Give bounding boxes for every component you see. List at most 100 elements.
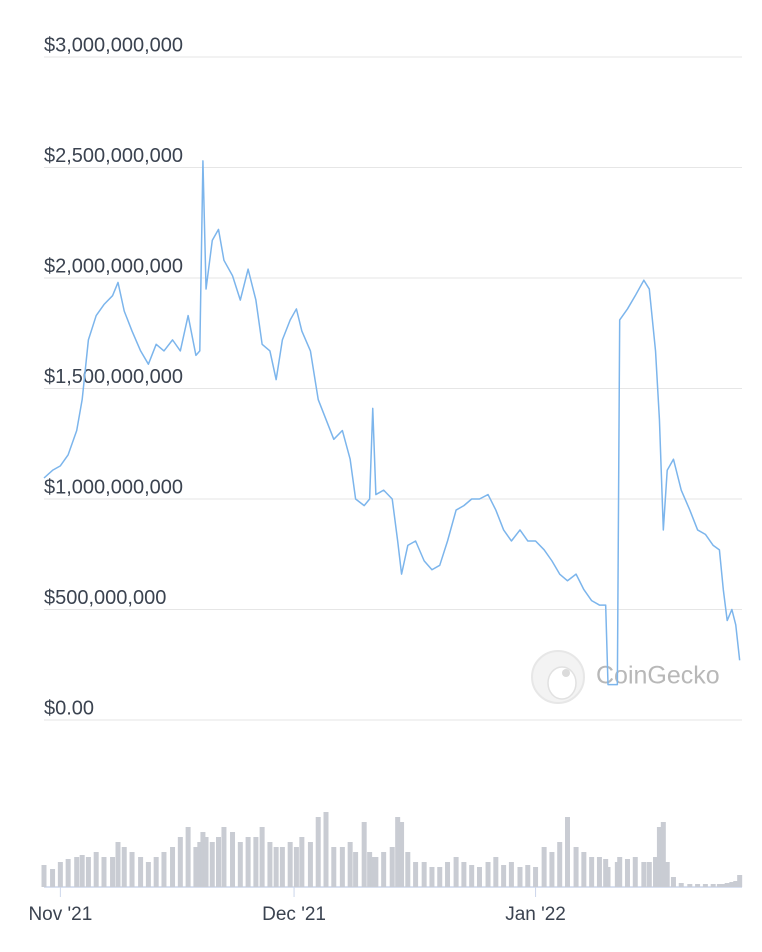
volume-bar <box>93 852 99 887</box>
volume-bar <box>724 883 730 887</box>
volume-bar <box>405 852 411 887</box>
volume-bar <box>65 859 71 887</box>
volume-bar <box>501 865 507 887</box>
volume-bar <box>389 847 395 887</box>
volume-bar <box>145 862 151 887</box>
volume-bar <box>85 857 91 887</box>
volume-bar <box>517 867 523 887</box>
volume-bar <box>678 883 684 887</box>
volume-bar <box>279 847 285 887</box>
volume-bar <box>221 827 227 887</box>
volume-bar <box>101 857 107 887</box>
volume-bar <box>57 862 63 887</box>
volume-bar <box>660 822 666 887</box>
volume-bar <box>421 862 427 887</box>
volume-bar <box>370 857 376 887</box>
volume-bar <box>41 865 47 887</box>
volume-bar <box>687 884 693 887</box>
volume-bar <box>193 847 199 887</box>
y-tick-label: $3,000,000,000 <box>44 34 183 56</box>
y-tick-label: $2,500,000,000 <box>44 145 183 167</box>
volume-bar <box>347 842 353 887</box>
volume-bar <box>710 884 716 887</box>
volume-bar <box>589 857 595 887</box>
y-tick-label: $2,000,000,000 <box>44 255 183 277</box>
x-tick-label: Nov '21 <box>28 904 92 925</box>
y-tick-label: $1,500,000,000 <box>44 366 183 388</box>
volume-bar <box>445 862 451 887</box>
volume-bar <box>315 817 321 887</box>
volume-bar <box>737 875 743 887</box>
volume-bar <box>493 857 499 887</box>
volume-bar <box>200 832 206 887</box>
volume-bar <box>245 837 251 887</box>
volume-bar <box>508 862 514 887</box>
volume-bar <box>161 852 167 887</box>
volume-bar <box>533 867 539 887</box>
volume-bar <box>331 847 337 887</box>
volume-bar <box>733 881 739 887</box>
line-series <box>43 160 741 686</box>
volume-bar <box>565 817 570 887</box>
volume-bar <box>702 884 708 887</box>
volume-bar <box>429 867 435 887</box>
volume-bar <box>230 832 236 887</box>
volume-bar <box>307 842 313 887</box>
volume-bar <box>153 857 159 887</box>
volume-bar <box>557 842 563 887</box>
volume-bar <box>461 862 467 887</box>
volume-bar <box>656 827 662 887</box>
volume-bar <box>720 884 726 887</box>
volume-bar <box>596 857 602 887</box>
volume-bar <box>323 812 329 887</box>
watermark-logo <box>531 650 585 704</box>
volume-bar <box>197 842 203 887</box>
volume-bar <box>361 822 367 887</box>
volume-bar <box>541 847 547 887</box>
volume-bar <box>293 847 299 887</box>
volume-bar <box>605 867 611 887</box>
volume-bar <box>373 857 379 887</box>
volume-bar <box>287 842 293 887</box>
volume-bar <box>573 847 579 887</box>
volume-bar <box>185 827 191 887</box>
x-tick-label: Jan '22 <box>505 904 566 925</box>
volume-bar <box>259 827 265 887</box>
volume-bar <box>469 865 475 887</box>
volume-bar <box>646 862 652 887</box>
volume-bar <box>413 862 419 887</box>
volume-bar <box>339 847 345 887</box>
volume-bar <box>653 857 659 887</box>
volume-bar <box>299 837 305 887</box>
volume-bar <box>641 862 647 887</box>
y-tick-label: $1,000,000,000 <box>44 476 183 498</box>
volume-bar <box>177 837 183 887</box>
volume-bar <box>267 842 273 887</box>
volume-bar <box>695 884 701 887</box>
volume-bar <box>395 817 401 887</box>
volume-bar <box>525 865 531 887</box>
volume-bar <box>453 857 459 887</box>
volume-bar <box>121 847 127 887</box>
volume-bar <box>115 842 121 887</box>
volume-bar <box>237 842 243 887</box>
volume-bar <box>129 852 135 887</box>
volume-bar <box>476 867 482 887</box>
watermark: CoinGecko <box>596 662 720 690</box>
x-tick-label: Dec '21 <box>262 904 326 925</box>
volume-bar <box>74 857 80 887</box>
volume-bar <box>50 869 56 887</box>
volume-bar <box>170 847 176 887</box>
volume-bar <box>273 847 279 887</box>
volume-bar <box>79 855 85 887</box>
volume-bar <box>617 857 623 887</box>
volume-bar <box>581 852 587 887</box>
volume-bar <box>624 859 630 887</box>
volume-bar <box>138 857 144 887</box>
volume-bar <box>381 852 387 887</box>
y-tick-label: $500,000,000 <box>44 587 166 609</box>
volume-bar <box>367 852 373 887</box>
volume-bar <box>670 877 676 887</box>
y-tick-label: $0.00 <box>44 697 94 719</box>
